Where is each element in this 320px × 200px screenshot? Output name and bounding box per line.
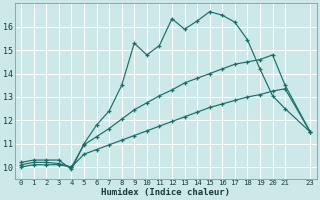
X-axis label: Humidex (Indice chaleur): Humidex (Indice chaleur) [101,188,230,197]
